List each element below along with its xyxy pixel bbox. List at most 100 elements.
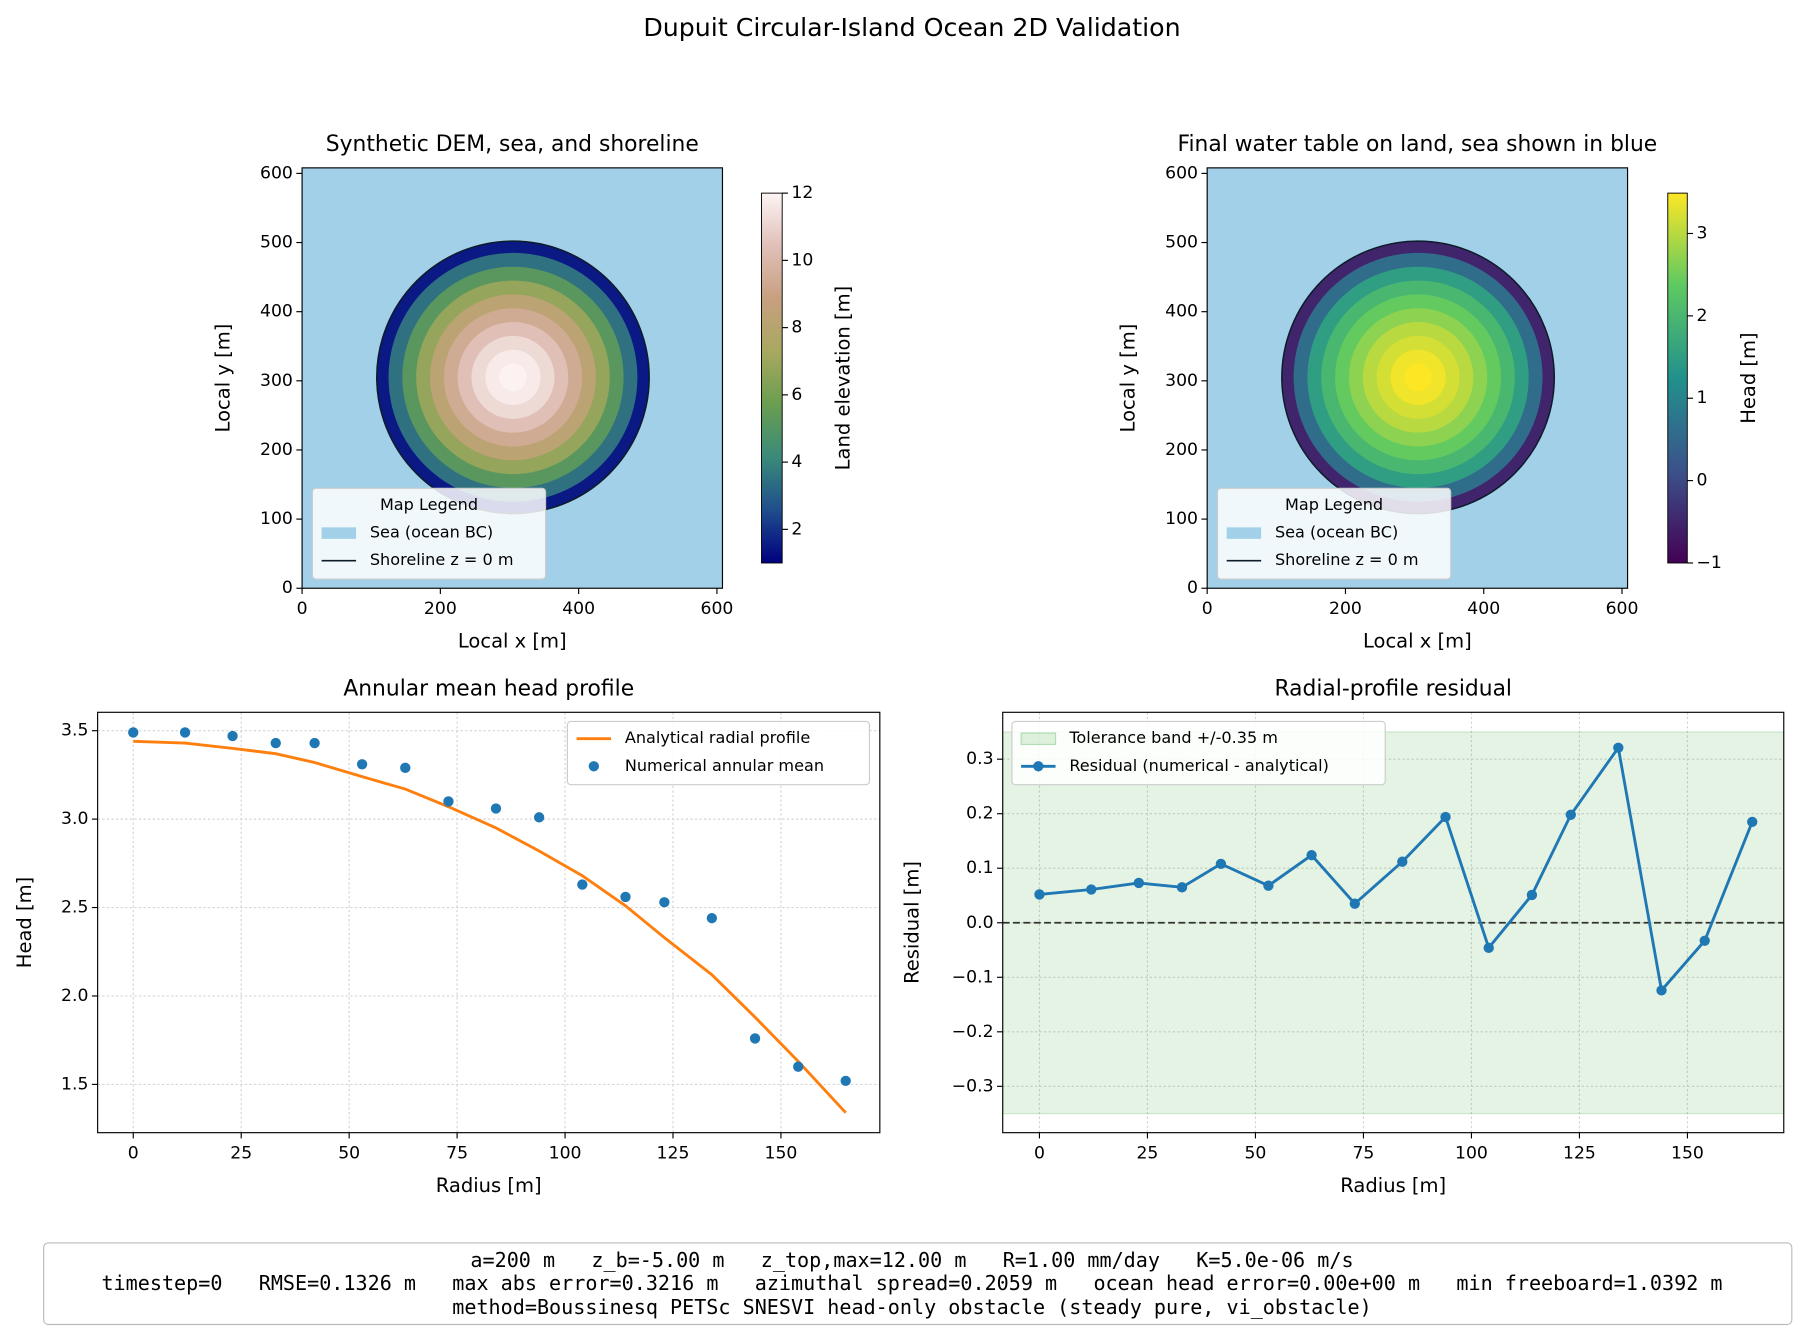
x-tick-label: 600 [700,599,733,619]
colorbar-label: Land elevation [m] [832,286,855,471]
data-point [840,1075,851,1087]
x-tick-label: 400 [1467,599,1500,619]
axes-frame [97,711,881,1134]
data-point [1215,858,1227,870]
panel: 0 25 50 75 100 125 150 1.5 2.0 2.5 3.0 3.5 Analytica… [13,676,881,1197]
x-tick-label: 75 [1352,1143,1374,1163]
elevation-ring [499,363,527,392]
y-tick-label: −0.3 [952,1076,994,1096]
data-point [1263,880,1274,891]
legend-label: Shoreline z = 0 m [370,550,514,569]
y-tick-label: 2.0 [61,986,88,1006]
legend-title: Map Legend [1285,495,1383,514]
y-tick-label: −0.1 [952,967,994,987]
y-tick-label: 0.1 [966,858,993,878]
data-point [490,803,502,814]
data-point [400,762,411,773]
footer-line: a=200 m z_b=-5.00 m z_top,max=12.00 m R=… [470,1248,1353,1272]
legend: Analytical radial profile Numerical annul… [566,720,871,786]
panel: 0 200 400 600 0 100 200 300 400 500 600 −1 0 1 2 3 Head … [1117,132,1760,653]
plot-area [1002,712,1784,1133]
colorbar-tick-label: 2 [791,519,802,539]
axes-frame [1002,711,1785,1134]
data-point [577,879,588,890]
x-tick-label: 125 [1563,1143,1596,1163]
y-axis-label: Head [m] [13,877,36,968]
data-point [1440,811,1451,823]
data-point [620,891,631,903]
footer-box [43,1242,1793,1326]
data-point [1034,889,1045,900]
data-point [1483,942,1494,954]
x-tick-label: 150 [1671,1143,1704,1163]
y-tick-label: 300 [260,371,293,391]
axes-frame [1206,167,1629,589]
elevation-ring [1404,363,1432,392]
x-tick-label: 400 [562,599,595,619]
panel: 0 25 50 75 100 125 150 −0.3 −0.2 −0.1 0.0 0.1 0.2 0.3… [901,676,1785,1197]
data-point [1613,742,1624,753]
legend-title: Map Legend [380,495,478,514]
x-axis-label: Radius [m] [436,1174,542,1197]
y-tick-label: −0.2 [952,1022,994,1042]
y-tick-label: 400 [260,302,293,322]
x-tick-label: 0 [128,1143,139,1163]
legend-label: Residual (numerical - analytical) [1069,756,1329,775]
y-tick-label: 100 [1165,509,1198,529]
data-point [533,812,545,823]
legend-swatch [1226,527,1262,539]
y-tick-label: 600 [260,163,293,183]
x-tick-label: 50 [1244,1143,1266,1163]
legend: Map Legend Sea (ocean BC) Shoreline z = 0 … [311,487,547,580]
y-tick-label: 3.5 [61,721,88,741]
colorbar-tick-label: −1 [1696,553,1721,573]
y-tick-label: 500 [1165,233,1198,253]
x-tick-label: 125 [657,1143,690,1163]
y-tick-label: 2.5 [61,898,88,918]
colorbar-tick-label: 12 [791,183,813,203]
y-tick-label: 300 [1165,371,1198,391]
axes-title: Annular mean head profile [343,676,634,701]
colorbar-tick-label: 3 [1696,223,1707,243]
x-tick-label: 100 [1455,1143,1488,1163]
x-tick-label: 200 [424,599,457,619]
legend-box [566,720,871,786]
x-tick-label: 600 [1606,599,1639,619]
x-tick-label: 25 [230,1143,252,1163]
y-tick-label: 3.0 [61,809,88,829]
axes-frame [301,167,724,589]
data-point [1656,985,1667,996]
plot-area [97,712,880,1133]
y-tick-label: 200 [1165,440,1198,460]
legend: Map Legend Sea (ocean BC) Shoreline z = 0 … [1216,487,1452,580]
y-tick-label: 600 [1165,163,1198,183]
legend-box [1011,720,1386,786]
x-tick-label: 200 [1329,599,1362,619]
legend-box [1216,487,1452,580]
data-point [1133,877,1144,889]
data-point [706,912,718,924]
series-line [133,739,847,1114]
data-point [1397,856,1408,867]
data-point [1086,884,1097,895]
panel: 0 200 400 600 0 100 200 300 400 500 600 2 4 6 8 10 12 Lan… [211,132,854,653]
legend-swatch [1033,761,1044,772]
legend-label: Shoreline z = 0 m [1275,550,1419,569]
legend-label: Sea (ocean BC) [1275,523,1398,542]
data-point [309,737,320,749]
data-point [749,1033,761,1044]
x-tick-label: 25 [1136,1143,1158,1163]
x-axis-label: Local x [m] [1363,630,1472,653]
axes-title: Synthetic DEM, sea, and shoreline [326,132,699,157]
data-point [659,897,670,908]
footer-line: timestep=0 RMSE=0.1326 m max abs error=0… [101,1271,1722,1295]
legend-box [311,487,547,580]
x-tick-label: 50 [338,1143,360,1163]
data-point [128,727,139,738]
y-tick-label: 0.2 [966,804,993,824]
x-tick-label: 100 [549,1143,582,1163]
colorbar-tick-label: 4 [791,452,802,472]
x-tick-label: 0 [1202,599,1213,619]
colorbar [1667,192,1688,564]
